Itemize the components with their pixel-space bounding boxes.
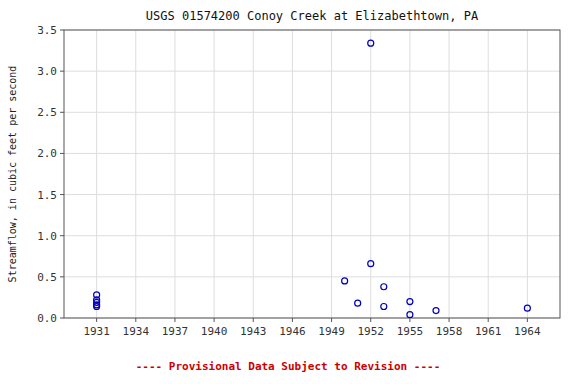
tick-mark xyxy=(527,318,528,322)
y-tick-label: 0.0 xyxy=(37,312,57,325)
grid-line xyxy=(253,30,254,318)
footer-note: ---- Provisional Data Subject to Revisio… xyxy=(136,360,441,373)
grid-line xyxy=(96,30,97,318)
x-tick-label: 1958 xyxy=(436,325,463,338)
tick-mark xyxy=(253,318,254,322)
title: USGS 01574200 Conoy Creek at Elizabethto… xyxy=(146,9,479,23)
grid-line xyxy=(64,276,560,277)
point xyxy=(381,284,387,290)
plot-frame xyxy=(64,30,560,318)
grid-line xyxy=(64,71,560,72)
tick-mark xyxy=(60,235,64,236)
grid-line xyxy=(64,153,560,154)
tick-mark xyxy=(60,276,64,277)
grid-line xyxy=(64,235,560,236)
y-tick-label: 3.0 xyxy=(37,65,57,78)
y-axis-label: Streamflow, in cubic feet per second xyxy=(7,66,18,283)
grid-line xyxy=(527,30,528,318)
chart: 1931 1934 1937 1940 1943 1946 1949 1952 1955 1958… xyxy=(0,0,576,384)
point xyxy=(368,40,374,46)
x-tick-label: 1943 xyxy=(240,325,267,338)
y-tick-label: 1.5 xyxy=(37,189,57,202)
point xyxy=(368,261,374,267)
tick-mark xyxy=(370,318,371,322)
tick-mark xyxy=(60,71,64,72)
x-tick-label: 1961 xyxy=(475,325,502,338)
grid-line xyxy=(64,194,560,195)
points xyxy=(94,40,531,318)
y-tick-label: 2.5 xyxy=(37,106,57,119)
grid-line xyxy=(488,30,489,318)
tick-mark xyxy=(60,318,64,319)
background xyxy=(0,0,576,384)
tick-mark xyxy=(488,318,489,322)
point xyxy=(433,308,439,314)
x-tick-label: 1949 xyxy=(318,325,345,338)
tick-mark xyxy=(60,153,64,154)
point xyxy=(407,299,413,305)
x-tick-label: 1937 xyxy=(162,325,189,338)
x-tick-label: 1940 xyxy=(201,325,228,338)
grid-line xyxy=(409,30,410,318)
tick-mark xyxy=(331,318,332,322)
x-tick-label: 1931 xyxy=(83,325,110,338)
grid-line xyxy=(292,30,293,318)
grid-line xyxy=(64,112,560,113)
x-tick-label: 1955 xyxy=(397,325,424,338)
y-tick-label: 2.0 xyxy=(37,147,57,160)
grid-line xyxy=(174,30,175,318)
grid-line xyxy=(370,30,371,318)
tick-mark xyxy=(60,30,64,31)
tick-mark xyxy=(60,112,64,113)
y-tick-label: 0.5 xyxy=(37,271,57,284)
point xyxy=(524,305,530,311)
grid-line xyxy=(331,30,332,318)
grid-line xyxy=(135,30,136,318)
x-tick-label: 1946 xyxy=(279,325,306,338)
tick-mark xyxy=(409,318,410,322)
point xyxy=(381,303,387,309)
y-tick-label: 1.0 xyxy=(37,230,57,243)
tick-mark xyxy=(96,318,97,322)
grid-line xyxy=(214,30,215,318)
tick-mark xyxy=(135,318,136,322)
tick-mark xyxy=(60,194,64,195)
tick-mark xyxy=(214,318,215,322)
point xyxy=(94,303,100,309)
tick-mark xyxy=(174,318,175,322)
point xyxy=(407,312,413,318)
grid-line xyxy=(449,30,450,318)
tick-mark xyxy=(292,318,293,322)
point xyxy=(342,278,348,284)
y-tick-label: 3.5 xyxy=(37,24,57,37)
tick-mark xyxy=(449,318,450,322)
x-tick-label: 1952 xyxy=(357,325,384,338)
grid xyxy=(64,30,560,318)
x-tick-label: 1934 xyxy=(123,325,150,338)
point xyxy=(355,300,361,306)
x-tick-label: 1964 xyxy=(514,325,541,338)
